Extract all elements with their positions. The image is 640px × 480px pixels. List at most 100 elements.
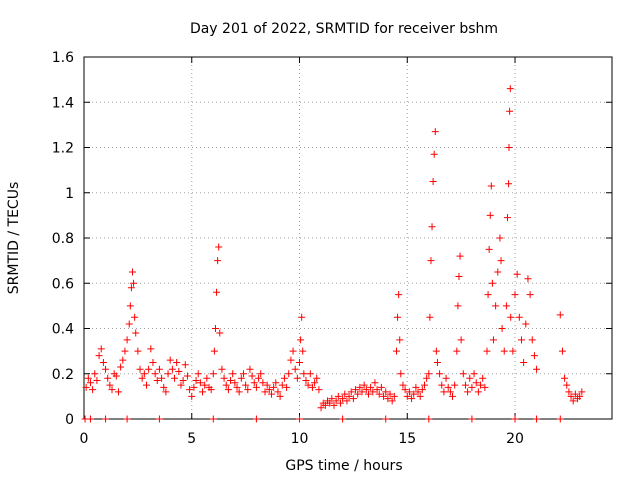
- data-point: [386, 390, 394, 398]
- data-point: [382, 388, 390, 396]
- data-point: [500, 347, 508, 355]
- data-point: [207, 386, 215, 394]
- data-point: [416, 392, 424, 400]
- data-point: [194, 370, 202, 378]
- data-point: [123, 336, 131, 344]
- data-point: [425, 370, 433, 378]
- data-point: [177, 381, 185, 389]
- data-point: [408, 395, 416, 403]
- data-point: [505, 180, 513, 188]
- data-point: [215, 243, 223, 251]
- data-point: [364, 390, 372, 398]
- data-point: [401, 386, 409, 394]
- data-point: [428, 223, 436, 231]
- data-point: [229, 370, 237, 378]
- data-point: [567, 392, 575, 400]
- data-point: [405, 388, 413, 396]
- data-point: [151, 370, 159, 378]
- x-tick-label: 5: [187, 431, 196, 447]
- data-point: [213, 288, 221, 296]
- data-point: [511, 291, 519, 299]
- data-point: [155, 365, 163, 373]
- data-point: [190, 383, 198, 391]
- data-point: [127, 284, 135, 292]
- data-point: [468, 415, 476, 423]
- data-point: [474, 388, 482, 396]
- data-point: [252, 383, 260, 391]
- data-point: [418, 386, 426, 394]
- data-point: [126, 302, 134, 310]
- data-point: [280, 374, 288, 382]
- data-point: [300, 370, 308, 378]
- data-point: [530, 352, 538, 360]
- y-axis-label: SRMTID / TECUs: [6, 182, 22, 295]
- data-point: [459, 370, 467, 378]
- data-point: [125, 320, 133, 328]
- data-point: [524, 275, 532, 283]
- data-point: [522, 320, 530, 328]
- data-point: [175, 367, 183, 375]
- data-point: [438, 381, 446, 389]
- data-point: [360, 381, 368, 389]
- data-point: [528, 336, 536, 344]
- data-point: [89, 386, 97, 394]
- data-point: [108, 386, 116, 394]
- data-point: [138, 374, 146, 382]
- data-point: [380, 392, 388, 400]
- data-point: [128, 268, 136, 276]
- data-point: [345, 392, 353, 400]
- data-point: [250, 379, 258, 387]
- data-point: [162, 388, 170, 396]
- data-point: [86, 415, 94, 423]
- data-point: [399, 381, 407, 389]
- data-point: [403, 392, 411, 400]
- data-point: [270, 383, 278, 391]
- data-point: [477, 381, 485, 389]
- data-point: [466, 374, 474, 382]
- data-point: [468, 383, 476, 391]
- data-point: [192, 377, 200, 385]
- y-tick-label: 1.6: [52, 50, 74, 66]
- data-point: [414, 388, 422, 396]
- data-point: [82, 383, 90, 391]
- data-point: [168, 365, 176, 373]
- data-point: [287, 356, 295, 364]
- data-point: [106, 381, 114, 389]
- data-point: [343, 397, 351, 405]
- data-point: [515, 313, 523, 321]
- data-point: [571, 390, 579, 398]
- data-point: [565, 388, 573, 396]
- data-point: [384, 395, 392, 403]
- x-tick-label: 0: [80, 431, 89, 447]
- data-point: [173, 358, 181, 366]
- data-point: [496, 234, 504, 242]
- data-point: [388, 397, 396, 405]
- data-point: [140, 370, 148, 378]
- data-point: [306, 370, 314, 378]
- data-point: [181, 361, 189, 369]
- data-point: [421, 381, 429, 389]
- data-point: [210, 347, 218, 355]
- data-point: [291, 365, 299, 373]
- data-point: [132, 329, 140, 337]
- data-point: [373, 386, 381, 394]
- grid-lines: [84, 57, 612, 419]
- data-point: [209, 370, 217, 378]
- data-point: [430, 150, 438, 158]
- data-point: [451, 381, 459, 389]
- data-point: [147, 345, 155, 353]
- data-point: [358, 388, 366, 396]
- data-point: [470, 370, 478, 378]
- data-point: [289, 347, 297, 355]
- data-point: [317, 404, 325, 412]
- data-point: [216, 329, 224, 337]
- data-point: [487, 182, 495, 190]
- data-point: [104, 374, 112, 382]
- data-point: [313, 374, 321, 382]
- data-point: [93, 377, 101, 385]
- data-point: [481, 383, 489, 391]
- data-point: [339, 395, 347, 403]
- x-tick-label: 15: [398, 431, 416, 447]
- data-point: [145, 365, 153, 373]
- data-point: [349, 395, 357, 403]
